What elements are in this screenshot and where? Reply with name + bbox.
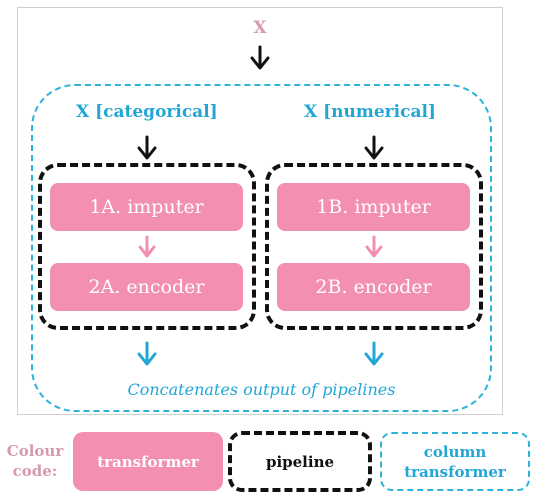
legend-ct-line: transformer (404, 462, 506, 481)
legend-title-line: code: (12, 462, 58, 480)
column-transformer-box (31, 84, 492, 412)
legend-column-transformer: column transformer (380, 432, 530, 491)
input-x-label: X (253, 18, 267, 38)
concat-note: Concatenates output of pipelines (127, 380, 396, 399)
categorical-input-label: X [categorical] (76, 102, 218, 122)
legend-pipeline: pipeline (228, 431, 372, 492)
pipeline-b-box (265, 163, 483, 330)
legend-title: Colour code: (4, 441, 66, 481)
legend-title-line: Colour (6, 442, 64, 460)
transformer-imputer-a: 1A. imputer (50, 183, 243, 231)
transformer-encoder-b: 2B. encoder (277, 263, 470, 311)
transformer-imputer-b: 1B. imputer (277, 183, 470, 231)
pipeline-a-box (38, 163, 256, 330)
diagram-frame (17, 7, 503, 415)
legend-transformer: transformer (73, 432, 223, 491)
transformer-encoder-a: 2A. encoder (50, 263, 243, 311)
numerical-input-label: X [numerical] (304, 102, 436, 122)
legend-ct-line: column (423, 442, 487, 461)
